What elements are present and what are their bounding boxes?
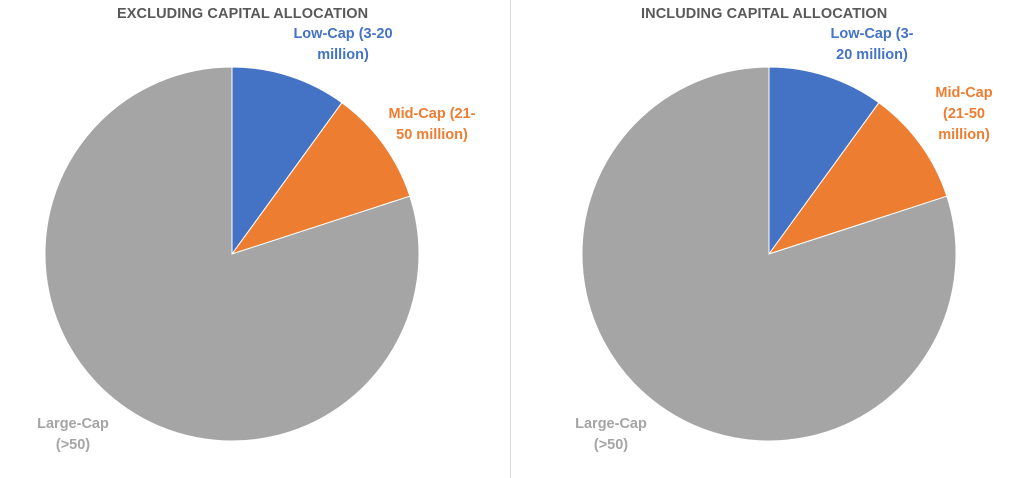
label-line: (21-50 [943,106,985,122]
slice-label-low-cap: Low-Cap (3-20 million) [268,24,418,66]
label-line: 20 million) [836,47,908,63]
panel-divider [510,0,511,478]
label-line: million) [317,47,369,63]
label-line: Low-Cap (3-20 [293,26,393,42]
slice-large-cap [581,66,957,442]
slice-label-mid-cap: Mid-Cap (21- 50 million) [357,104,507,146]
label-line: Mid-Cap (21- [388,106,476,122]
pie-chart [44,66,420,442]
slice-low-cap [231,66,343,256]
pie-chart [581,66,957,442]
slice-mid-cap [230,102,411,255]
chart-panel-including: INCLUDING CAPITAL ALLOCATION Low-Cap (3-… [511,0,1026,478]
slice-large-cap [44,66,420,442]
slice-label-large-cap: Large-Cap (>50) [556,414,666,456]
label-line: Large-Cap [37,416,109,432]
slice-label-low-cap: Low-Cap (3- 20 million) [807,24,937,66]
label-line: (>50) [55,437,91,453]
label-line: million) [938,127,990,143]
chart-title: EXCLUDING CAPITAL ALLOCATION [117,6,369,22]
label-line: Low-Cap (3- [830,26,914,42]
label-line: (>50) [593,437,629,453]
label-line: 50 million) [396,127,468,143]
slice-label-large-cap: Large-Cap (>50) [18,414,128,456]
chart-title: INCLUDING CAPITAL ALLOCATION [641,6,888,22]
slice-mid-cap [767,102,948,255]
slice-label-mid-cap: Mid-Cap (21-50 million) [909,83,1019,146]
label-line: Large-Cap [575,416,647,432]
slice-low-cap [768,66,880,256]
label-line: Mid-Cap [935,85,993,101]
chart-panel-excluding: EXCLUDING CAPITAL ALLOCATION Low-Cap (3-… [0,0,510,478]
